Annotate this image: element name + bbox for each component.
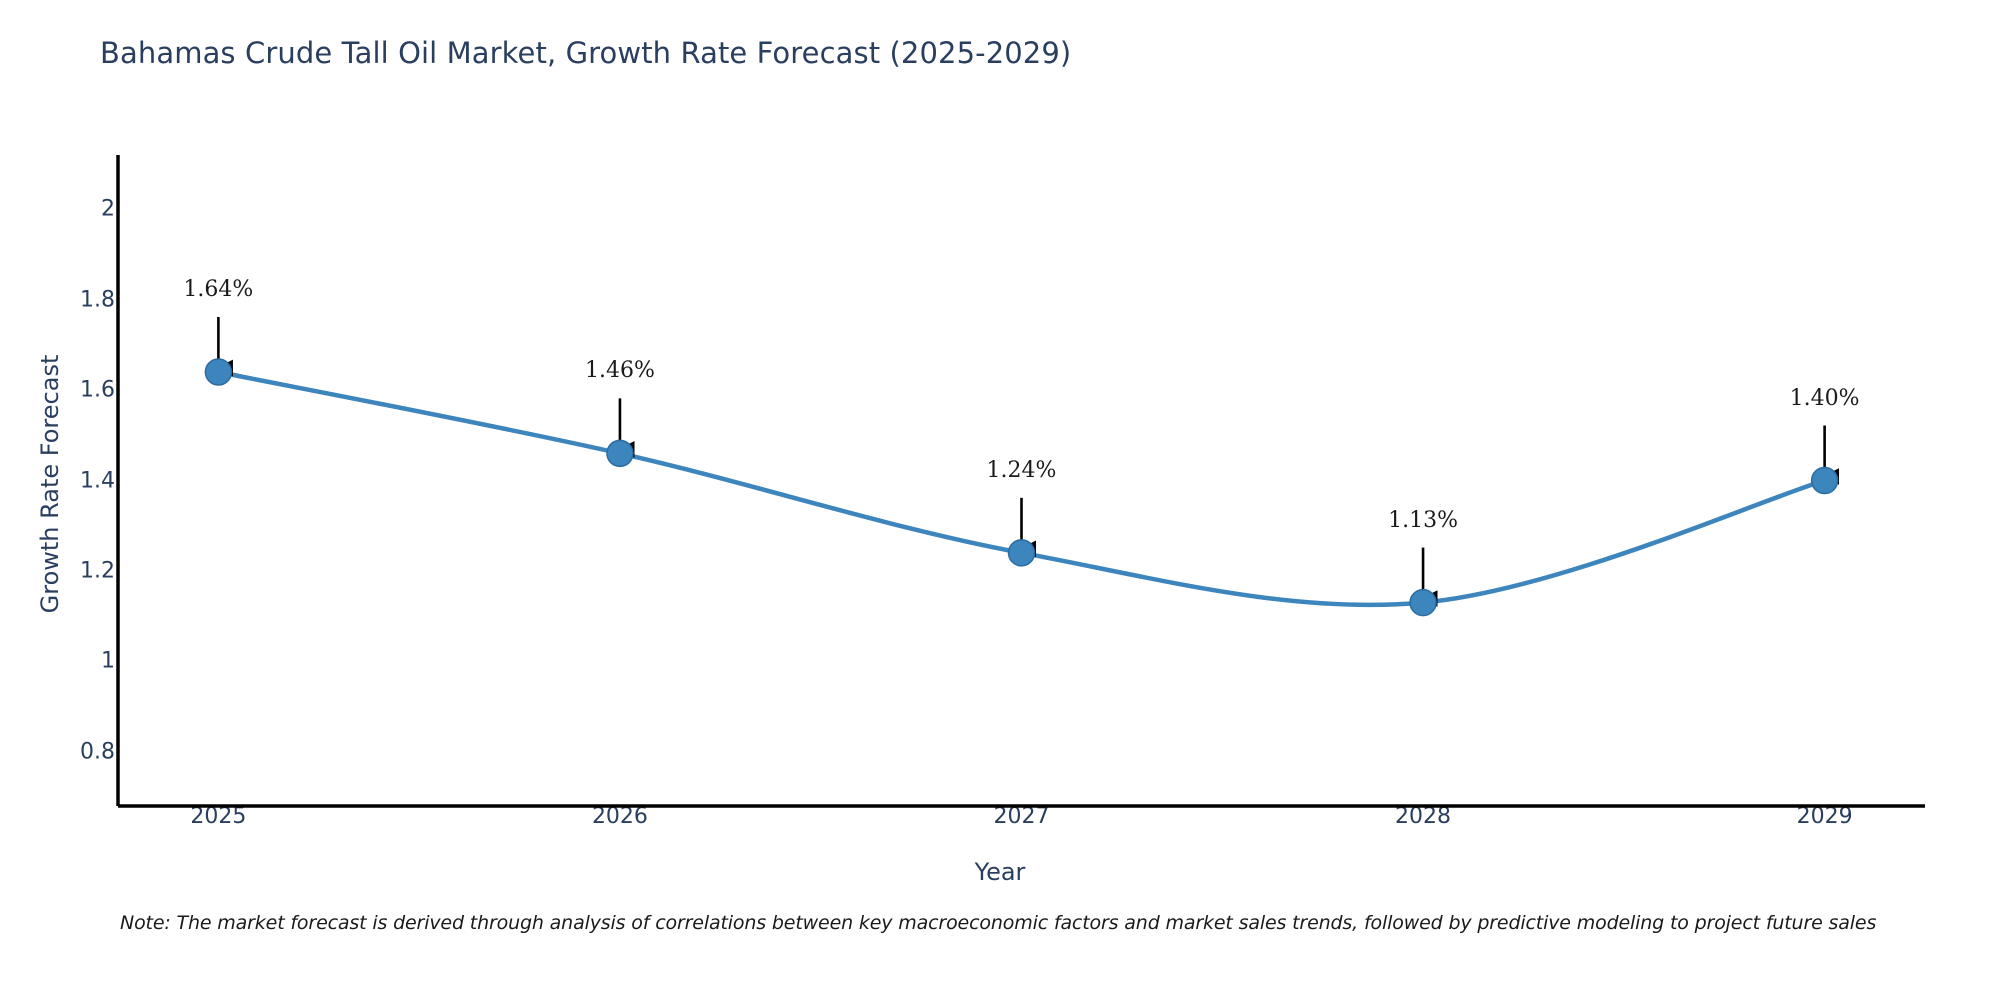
x-tick-label: 2026 [591,804,648,829]
data-point-marker[interactable] [204,358,233,386]
x-tick-label: 2027 [993,804,1050,829]
data-point-label: 1.46% [584,358,655,384]
y-axis-tick-labels: 2 1.8 1.6 1.4 1.2 1 0.8 [0,0,115,1000]
x-tick-label: 2028 [1395,804,1452,829]
data-point-label: 1.13% [1388,507,1458,533]
data-point-marker[interactable] [606,439,634,468]
y-tick-label: 1.4 [80,468,115,493]
x-tick-label: 2029 [1796,804,1853,829]
series-line [216,369,1827,608]
data-point-label: 1.24% [986,457,1057,483]
data-point-label: 1.40% [1789,385,1860,411]
data-point-marker[interactable] [1810,466,1839,495]
chart-title: Bahamas Crude Tall Oil Market, Growth Ra… [100,36,1072,70]
data-point-markers [204,358,1839,617]
x-tick-label: 2025 [190,804,247,829]
data-point-label: 1.64% [183,277,254,302]
y-tick-label: 1.2 [80,558,115,584]
y-tick-label: 0.8 [80,739,115,765]
x-axis-title: Year [974,858,1026,886]
y-tick-label: 1.6 [80,377,115,403]
data-point-marker[interactable] [1409,588,1437,617]
footnote-text: Note: The market forecast is derived thr… [120,912,1877,934]
y-tick-label: 1 [101,648,115,674]
y-tick-label: 1.8 [80,287,115,313]
data-point-marker[interactable] [1007,539,1036,567]
y-tick-label: 2 [101,196,115,222]
